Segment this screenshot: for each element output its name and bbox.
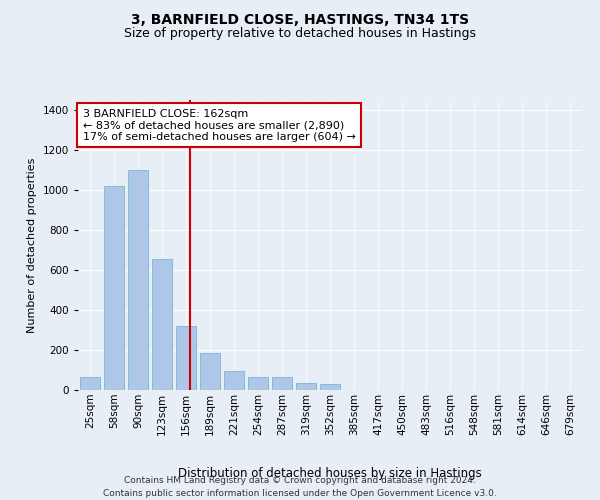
Bar (200, 353, 220, 390)
Text: Size of property relative to detached houses in Hastings: Size of property relative to detached ho… (124, 28, 476, 40)
Bar (224, 371, 244, 390)
Y-axis label: Number of detached properties: Number of detached properties (27, 158, 37, 332)
Bar (296, 383, 316, 390)
Bar (104, 186, 124, 390)
Text: Contains HM Land Registry data © Crown copyright and database right 2024.
Contai: Contains HM Land Registry data © Crown c… (103, 476, 497, 498)
Bar (152, 259, 172, 390)
Text: 3, BARNFIELD CLOSE, HASTINGS, TN34 1TS: 3, BARNFIELD CLOSE, HASTINGS, TN34 1TS (131, 12, 469, 26)
Bar (320, 384, 340, 390)
Text: Distribution of detached houses by size in Hastings: Distribution of detached houses by size … (178, 467, 482, 480)
Bar (128, 170, 148, 390)
Bar (272, 377, 292, 390)
Text: 3 BARNFIELD CLOSE: 162sqm
← 83% of detached houses are smaller (2,890)
17% of se: 3 BARNFIELD CLOSE: 162sqm ← 83% of detac… (83, 108, 356, 142)
Bar (248, 377, 268, 390)
Bar (80, 377, 100, 390)
Bar (176, 326, 196, 390)
